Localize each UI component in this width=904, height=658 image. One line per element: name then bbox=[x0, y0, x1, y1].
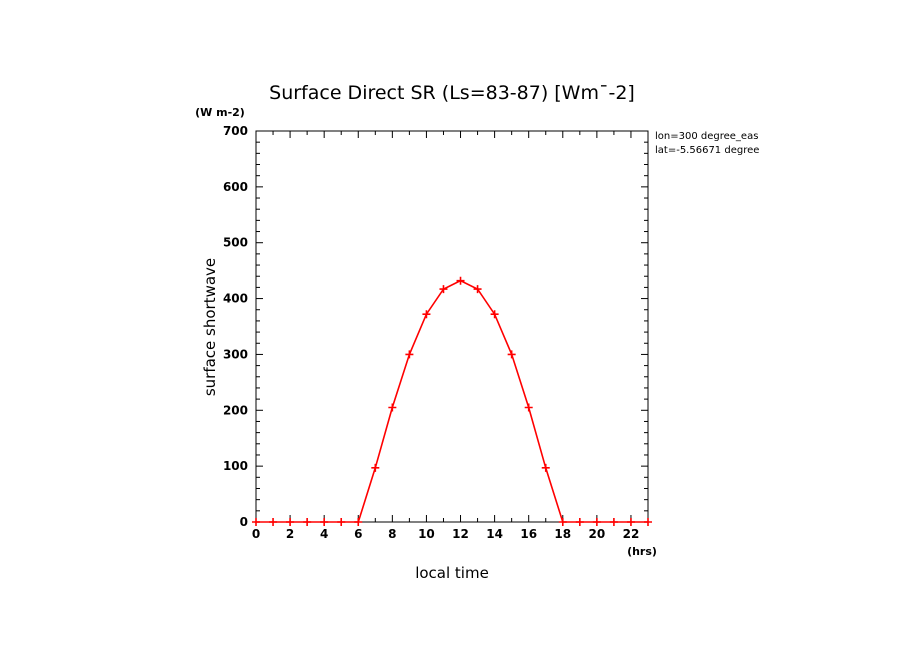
data-point-marker bbox=[286, 518, 295, 526]
y-tick-label: 200 bbox=[223, 403, 248, 417]
x-tick-label: 12 bbox=[452, 527, 469, 541]
data-point-marker bbox=[422, 310, 431, 319]
x-tick-label: 8 bbox=[388, 527, 396, 541]
y-tick-label: 700 bbox=[223, 124, 248, 138]
x-tick-label: 0 bbox=[252, 527, 260, 541]
data-point-marker bbox=[354, 518, 363, 526]
data-point-marker bbox=[507, 350, 516, 359]
y-tick-label: 100 bbox=[223, 459, 248, 473]
x-tick-label: 22 bbox=[623, 527, 640, 541]
data-point-marker bbox=[524, 403, 533, 412]
data-point-marker bbox=[320, 518, 329, 526]
x-tick-label: 16 bbox=[520, 527, 537, 541]
data-point-marker bbox=[269, 518, 278, 526]
data-point-marker bbox=[439, 285, 448, 294]
annotation-latitude: lat=-5.56671 degree bbox=[655, 145, 759, 156]
data-point-marker bbox=[575, 518, 584, 526]
x-tick-label: 18 bbox=[554, 527, 571, 541]
data-point-marker bbox=[337, 518, 346, 526]
data-point-marker bbox=[303, 518, 312, 526]
x-tick-label: 4 bbox=[320, 527, 328, 541]
y-tick-label: 0 bbox=[240, 515, 248, 529]
x-axis-label: local time bbox=[415, 564, 489, 582]
x-tick-label: 14 bbox=[486, 527, 503, 541]
plot-area: 0 2 4 6 8 10 12 14 16 18 20 22 0 100 200 300 400 500 600 70… bbox=[223, 124, 652, 541]
data-point-marker bbox=[405, 350, 414, 359]
data-point-marker bbox=[388, 403, 397, 412]
annotation-longitude: lon=300 degree_eas bbox=[655, 131, 758, 142]
y-axis-unit: (W m-2) bbox=[195, 106, 245, 119]
data-point-marker bbox=[252, 518, 260, 526]
x-tick-label: 2 bbox=[286, 527, 294, 541]
plot-frame bbox=[255, 130, 649, 523]
y-tick-label: 500 bbox=[223, 236, 248, 250]
data-point-marker bbox=[609, 518, 618, 526]
x-tick-label: 10 bbox=[418, 527, 435, 541]
y-tick-label: 300 bbox=[223, 347, 248, 361]
data-point-marker bbox=[456, 276, 465, 285]
data-point-marker bbox=[473, 285, 482, 294]
y-tick-label: 400 bbox=[223, 292, 248, 306]
data-point-marker bbox=[541, 463, 550, 472]
data-point-marker bbox=[626, 518, 635, 526]
data-point-marker bbox=[592, 518, 601, 526]
y-tick-label: 600 bbox=[223, 180, 248, 194]
x-tick-label: 20 bbox=[589, 527, 606, 541]
data-point-marker bbox=[558, 518, 567, 526]
series-line bbox=[256, 279, 648, 523]
x-tick-label: 6 bbox=[354, 527, 362, 541]
data-point-marker bbox=[371, 463, 380, 472]
chart-title: Surface Direct SR (Ls=83-87) [Wm¯-2] bbox=[269, 82, 635, 104]
y-axis-label: surface shortwave bbox=[201, 258, 219, 396]
data-point-marker bbox=[490, 310, 499, 319]
data-point-marker bbox=[644, 518, 652, 526]
x-axis-unit: (hrs) bbox=[627, 545, 657, 558]
